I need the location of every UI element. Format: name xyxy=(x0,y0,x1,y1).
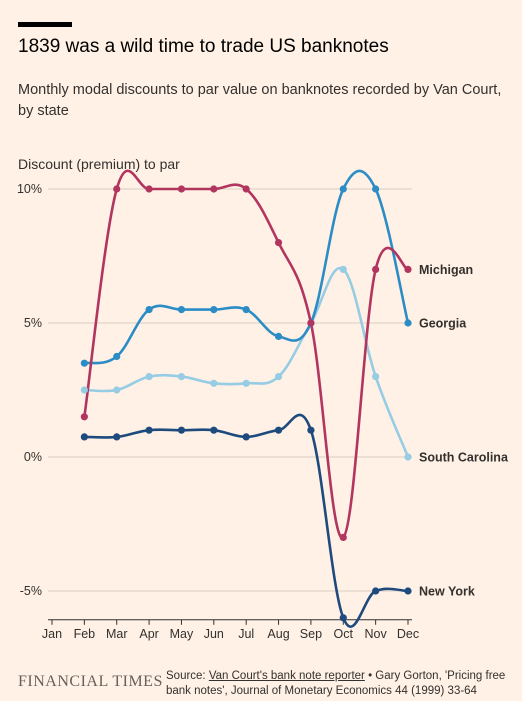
line-michigan xyxy=(83,169,409,539)
series-lines xyxy=(83,169,410,628)
point-georgia xyxy=(372,185,380,193)
x-tick-label: May xyxy=(170,627,194,641)
point-new-york xyxy=(372,587,380,595)
point-georgia xyxy=(339,185,347,193)
point-south-carolina xyxy=(404,453,412,461)
point-michigan xyxy=(210,185,218,193)
point-south-carolina xyxy=(177,373,186,381)
x-tick-label: Feb xyxy=(74,627,96,641)
chart-title: 1839 was a wild time to trade US banknot… xyxy=(18,36,389,57)
point-new-york xyxy=(210,426,218,434)
point-michigan xyxy=(145,185,153,193)
x-tick-label: Aug xyxy=(267,627,289,641)
point-new-york xyxy=(242,433,250,441)
point-new-york xyxy=(177,426,186,434)
y-tick-labels: -5% 0% 5% 10% xyxy=(17,182,42,598)
point-michigan xyxy=(113,185,121,193)
y-tick-label: -5% xyxy=(20,584,42,598)
x-tick-label: Jun xyxy=(204,627,224,641)
gridlines xyxy=(48,188,412,592)
series-label-georgia: Georgia xyxy=(419,317,467,331)
point-new-york xyxy=(145,426,153,434)
series-labels: South Carolina Georgia New York Michigan xyxy=(419,263,509,599)
point-michigan xyxy=(307,319,315,327)
point-new-york xyxy=(80,433,88,441)
y-axis-label: Discount (premium) to par xyxy=(18,156,180,172)
x-tick-label: Dec xyxy=(397,627,419,641)
x-tick-label: Apr xyxy=(139,627,158,641)
point-michigan xyxy=(404,265,412,273)
x-tick-label: Nov xyxy=(365,627,388,641)
point-georgia xyxy=(113,352,121,361)
point-new-york xyxy=(404,587,412,595)
x-tick-label: Oct xyxy=(334,627,354,641)
chart-subtitle: Monthly modal discounts to par value on … xyxy=(18,82,502,119)
point-georgia xyxy=(177,306,186,314)
y-tick-label: 10% xyxy=(17,182,42,196)
point-michigan xyxy=(274,239,283,247)
point-michigan xyxy=(242,185,250,193)
point-michigan xyxy=(177,185,186,193)
source-prefix: Source: xyxy=(166,670,209,682)
point-south-carolina xyxy=(372,373,380,381)
series-label-south-carolina: South Carolina xyxy=(419,451,509,465)
point-georgia xyxy=(210,306,218,314)
point-michigan xyxy=(372,265,380,273)
series-points xyxy=(80,185,412,622)
y-tick-label: 5% xyxy=(24,316,42,330)
source-link[interactable]: Van Court's bank note reporter xyxy=(208,670,365,682)
source-rest: • Gary Gorton, 'Pricing free bank notes'… xyxy=(166,670,506,697)
brand-bar xyxy=(18,22,72,27)
ft-logo: FINANCIAL TIMES xyxy=(18,673,163,690)
x-axis: Jan Feb Mar Apr May Jun Jul Aug Sep Oct Nov Dec xyxy=(42,619,419,641)
line-georgia xyxy=(84,169,410,365)
point-south-carolina xyxy=(113,386,121,394)
x-tick-label: Sep xyxy=(300,627,322,641)
point-south-carolina xyxy=(145,373,153,381)
point-georgia xyxy=(242,306,250,314)
series-label-new-york: New York xyxy=(419,585,475,599)
point-new-york xyxy=(274,426,283,434)
x-tick-label: Jul xyxy=(238,627,254,641)
point-south-carolina xyxy=(210,379,218,387)
line-south-carolina xyxy=(84,266,410,458)
y-tick-label: 0% xyxy=(24,450,42,464)
point-south-carolina xyxy=(242,379,250,387)
point-south-carolina xyxy=(274,373,283,381)
point-south-carolina xyxy=(339,265,347,273)
point-new-york xyxy=(307,426,315,434)
series-label-michigan: Michigan xyxy=(419,263,473,277)
point-georgia xyxy=(274,332,283,340)
source-note: Source: Van Court's bank note reporter •… xyxy=(166,669,506,699)
point-south-carolina xyxy=(80,386,88,394)
line-new-york xyxy=(84,413,409,628)
point-georgia xyxy=(404,319,412,327)
point-georgia xyxy=(145,306,153,314)
point-michigan xyxy=(339,533,347,542)
x-tick-label: Jan xyxy=(42,627,62,641)
point-new-york xyxy=(113,433,121,441)
point-michigan xyxy=(80,413,88,421)
point-georgia xyxy=(80,359,88,367)
x-tick-label: Mar xyxy=(106,627,128,641)
point-new-york xyxy=(339,614,347,622)
